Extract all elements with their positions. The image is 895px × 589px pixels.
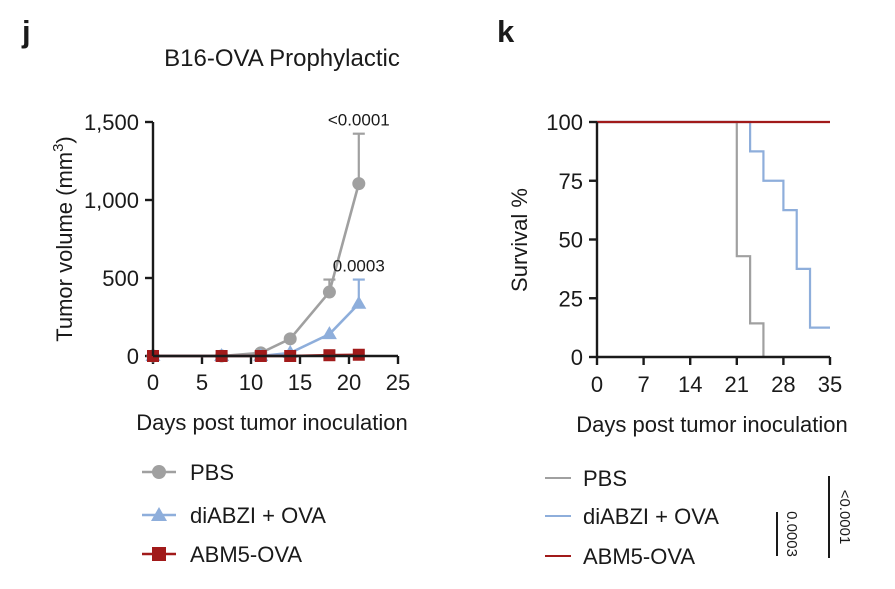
x-tick-label: 20 [337,370,361,395]
x-tick-label: 14 [678,372,702,397]
chart-title: B16-OVA Prophylactic [164,45,400,72]
x-tick-label: 35 [818,372,842,397]
y-axis-ticks: 0 500 1,000 1,500 [84,110,153,369]
data-point [283,332,297,346]
x-tick-label: 0 [147,370,159,395]
p-value-label: 0.0003 [783,511,800,557]
y-axis-ticks: 0 25 50 75 100 [546,110,597,370]
y-axis-label: Survival % [507,188,532,292]
legend-label: PBS [583,466,627,491]
p-value-annotation: <0.0001 [328,111,390,130]
tumor-volume-chart: B16-OVA Prophylactic 0 500 1,000 1,500 0 5 10… [50,45,410,435]
panel-label-j: j [21,14,31,49]
series-pbs [146,132,366,363]
x-tick-label: 21 [725,372,749,397]
x-tick-label: 10 [239,370,263,395]
survival-curve-diabzi-ova [597,120,830,329]
panel-label-k: k [497,14,515,49]
legend-label: diABZI + OVA [190,503,326,528]
x-tick-label: 7 [637,372,649,397]
x-axis-label: Days post tumor inoculation [136,410,407,435]
legend-label: diABZI + OVA [583,504,719,529]
x-tick-label: 0 [591,372,603,397]
data-point [352,348,365,361]
y-tick-label: 50 [559,228,583,253]
series-layer [597,120,830,357]
series-layer [145,132,367,363]
annotations: <0.0001 0.0003 [328,111,390,276]
y-tick-label: 100 [546,110,583,135]
x-axis-label: Days post tumor inoculation [576,412,847,437]
y-tick-label: 25 [559,286,583,311]
legend-marker-square [152,547,166,561]
survival-curve-pbs [597,120,765,357]
x-axis-ticks: 0 5 10 15 20 25 [147,356,410,395]
significance-bracket-1: 0.0003 [776,511,800,557]
legend-item-abm5-ova: ABM5-OVA [142,542,302,567]
legend-item-diabzi-ova: diABZI + OVA [142,503,326,528]
x-tick-label: 5 [196,370,208,395]
legend-item-abm5-ova: ABM5-OVA [545,544,695,569]
legend-marker-circle [152,465,166,479]
p-value-annotation: 0.0003 [333,257,385,276]
y-tick-label: 500 [102,266,139,291]
legend-label: ABM5-OVA [190,542,302,567]
y-axis-label: Tumor volume (mm3) [50,136,77,342]
legend-j: PBS diABZI + OVA ABM5-OVA [142,460,326,567]
p-value-label: <0.0001 [836,490,853,545]
x-tick-label: 25 [386,370,410,395]
x-tick-label: 15 [288,370,312,395]
legend-marker-triangle [151,507,167,521]
data-point [351,295,367,309]
legend-k: PBS diABZI + OVA ABM5-OVA 0.0003 <0.0001 [545,466,853,569]
y-tick-label: 1,000 [84,188,139,213]
x-axis-ticks: 0 7 14 21 28 35 [591,357,842,397]
y-tick-label: 0 [571,345,583,370]
y-tick-label: 1,500 [84,110,139,135]
legend-item-diabzi-ova: diABZI + OVA [545,504,719,529]
y-tick-label: 0 [127,344,139,369]
significance-bracket-2: <0.0001 [828,476,853,558]
data-point [352,177,366,191]
x-tick-label: 28 [771,372,795,397]
legend-item-pbs: PBS [545,466,627,491]
legend-label: PBS [190,460,234,485]
legend-item-pbs: PBS [142,460,234,485]
data-point [321,326,337,340]
data-point [322,285,336,299]
y-tick-label: 75 [559,169,583,194]
legend-label: ABM5-OVA [583,544,695,569]
survival-chart: 0 25 50 75 100 0 7 14 21 28 35 Survival % Days po… [507,110,848,437]
